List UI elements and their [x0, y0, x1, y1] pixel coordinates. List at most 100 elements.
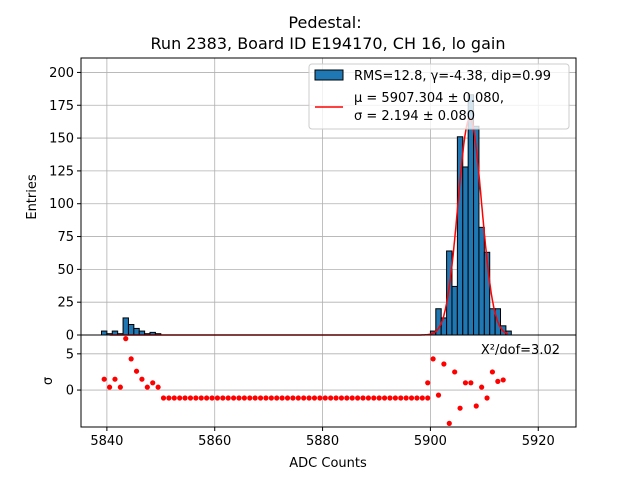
residual-point — [462, 380, 469, 386]
y-tick-label: 150 — [49, 132, 74, 147]
residual-point — [484, 395, 490, 401]
chart-title: Pedestal: — [288, 13, 361, 32]
chart-subtitle: Run 2383, Board ID E194170, CH 16, lo ga… — [151, 34, 506, 53]
residual-y-tick-label: 5 — [66, 347, 74, 362]
axis-ticks: 5840 5860 5880 5900 592002550751001251501752… — [49, 66, 555, 449]
legend: RMS=12.8, γ=-4.38, dip=0.99 μ = 5907.304… — [308, 63, 570, 130]
residual-y-axis-label: σ — [41, 377, 56, 385]
y-tick-label: 200 — [49, 66, 74, 81]
residual-point — [349, 395, 355, 401]
residual-point — [117, 384, 123, 390]
residual-point — [392, 395, 398, 401]
y-tick-label: 175 — [49, 99, 74, 114]
residual-point — [160, 395, 167, 401]
histogram-bar — [451, 285, 458, 336]
residual-point — [489, 369, 496, 375]
residual-point — [446, 420, 452, 426]
residual-point — [468, 380, 474, 386]
histogram-bar — [133, 327, 140, 336]
residual-y-tick-label: 0 — [66, 384, 74, 399]
residual-point — [500, 377, 506, 383]
residual-point — [220, 395, 226, 401]
residual-point — [479, 384, 485, 390]
y-tick-label: 0 — [66, 329, 74, 344]
residual-point — [236, 395, 242, 401]
residual-point — [295, 395, 301, 401]
residual-point — [225, 395, 231, 401]
residual-point — [204, 395, 210, 401]
residual-point — [452, 369, 458, 375]
residual-point — [355, 395, 361, 401]
residual-point — [306, 395, 312, 401]
x-tick-label: 5840 — [90, 434, 123, 449]
residual-point — [171, 395, 177, 401]
histogram-bar — [462, 166, 469, 336]
residual-point — [457, 405, 463, 411]
residual-point — [403, 395, 409, 401]
residual-point — [387, 395, 393, 401]
residual-point — [398, 395, 404, 401]
residual-point — [198, 395, 204, 401]
lower-axes-frame — [80, 334, 577, 428]
residual-point — [257, 395, 264, 401]
residual-point — [473, 403, 479, 409]
residual-point — [381, 395, 388, 401]
residual-point — [425, 395, 431, 401]
residual-point — [419, 395, 425, 401]
residual-point — [214, 395, 221, 401]
x-tick-label: 5860 — [198, 434, 231, 449]
residual-point — [112, 376, 118, 382]
residual-point — [290, 395, 296, 401]
legend-hist-label: RMS=12.8, γ=-4.38, dip=0.99 — [354, 69, 551, 84]
residual-point — [123, 336, 129, 342]
residual-point — [139, 376, 145, 382]
residual-point — [193, 395, 199, 401]
x-tick-label: 5920 — [522, 434, 555, 449]
residual-point — [279, 395, 285, 401]
residual-point — [274, 395, 280, 401]
residual-point — [144, 384, 150, 390]
y-tick-label: 75 — [57, 230, 74, 245]
histogram-bar — [122, 317, 129, 336]
residual-point — [247, 395, 253, 401]
residual-point — [252, 395, 258, 401]
residual-point — [371, 395, 377, 401]
residual-point — [441, 361, 447, 367]
residual-points — [101, 336, 506, 426]
y-tick-label: 100 — [49, 197, 74, 212]
residual-point — [106, 384, 113, 390]
residual-point — [268, 395, 274, 401]
residual-point — [150, 380, 156, 386]
residual-point — [301, 395, 307, 401]
histogram-bar — [473, 125, 480, 336]
histogram-bar — [467, 94, 475, 336]
legend-hist-swatch — [314, 69, 344, 81]
residual-point — [414, 395, 420, 401]
residual-point — [284, 395, 291, 401]
y-tick-label: 50 — [57, 263, 74, 278]
y-tick-label: 125 — [49, 164, 74, 179]
residual-point — [263, 395, 269, 401]
residual-point — [333, 395, 339, 401]
residual-point — [365, 395, 372, 401]
residual-point — [133, 368, 140, 374]
legend-fit-label-2: σ = 2.194 ± 0.080 — [354, 109, 475, 124]
residual-point — [495, 378, 501, 384]
residual-point — [166, 395, 172, 401]
x-axis-label: ADC Counts — [289, 456, 367, 471]
residual-point — [317, 395, 323, 401]
histogram-bars — [100, 94, 512, 336]
residual-point — [101, 376, 107, 382]
residual-point — [241, 395, 247, 401]
legend-fit-label-1: μ = 5907.304 ± 0.080, — [354, 91, 504, 106]
residual-point — [435, 392, 442, 398]
residual-point — [128, 356, 134, 362]
residual-point — [425, 380, 431, 386]
residual-point — [376, 395, 382, 401]
histogram-bar — [127, 323, 135, 336]
residual-point — [338, 395, 345, 401]
residual-point — [182, 395, 188, 401]
x-tick-label: 5900 — [414, 434, 447, 449]
y-tick-label: 25 — [57, 296, 74, 311]
